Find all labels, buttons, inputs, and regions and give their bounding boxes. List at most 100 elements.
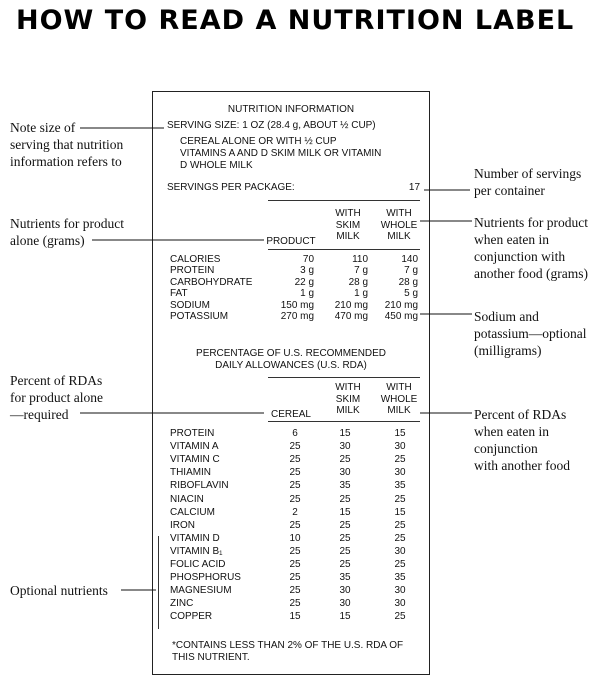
nutrition-label-panel [152, 91, 430, 675]
annotation-sodium-potassium: Sodium and potassium—optional (milligram… [474, 309, 587, 358]
nutrient-name: SODIUM [170, 298, 210, 311]
rda-percent-value: 15 [289, 610, 301, 623]
servings-per-package-value: 17 [408, 181, 420, 193]
nutrient-name: POTASSIUM [170, 310, 229, 322]
optional-nutrients-bracket [158, 536, 159, 629]
rda-nutrient-name: VITAMIN B₁ [170, 544, 223, 557]
column-header-product: PRODUCT [266, 235, 316, 247]
rda-percent-value: 25 [339, 453, 351, 466]
rda-percent-value: 15 [339, 505, 351, 518]
rda-percent-value: 30 [394, 584, 406, 597]
rda-nutrient-name: ZINC [170, 597, 194, 610]
rda-percent-value: 30 [394, 466, 406, 479]
rda-nutrient-name: PHOSPHORUS [170, 571, 241, 584]
annotation-nutrients-combined: Nutrients for product when eaten in conj… [474, 215, 588, 281]
rda-percent-value: 15 [339, 610, 351, 623]
rda-nutrient-name: IRON [170, 518, 195, 531]
rda-percent-value: 25 [394, 531, 406, 544]
rda-percent-value: 25 [289, 492, 301, 505]
nutrient-value: 28 g [398, 275, 418, 288]
rda-percent-value: 25 [394, 518, 406, 531]
rda-percent-value: 30 [394, 597, 406, 610]
rda-percent-value: 2 [292, 505, 298, 518]
annotation-serving-size: Note size of serving that nutrition info… [10, 120, 124, 169]
nutrient-value: 1 g [354, 287, 368, 300]
nutrient-value: 450 mg [384, 310, 418, 322]
nutrient-name: FAT [170, 287, 188, 300]
rda-heading: PERCENTAGE OF U.S. RECOMMENDED [196, 347, 386, 359]
page-title: HOW TO READ A NUTRITION LABEL [16, 5, 575, 36]
nutrient-value: 5 g [404, 287, 418, 300]
annotation-servings-count: Number of servings per container [474, 166, 582, 198]
column-header-whole-milk: WITH WHOLE MILK [380, 207, 418, 242]
rda-percent-value: 30 [339, 466, 351, 479]
rda-nutrient-name: COPPER [170, 610, 213, 623]
nutrient-value: 470 mg [334, 310, 368, 322]
rda-percent-value: 25 [394, 453, 406, 466]
rda-percent-value: 35 [339, 571, 351, 584]
rda-percent-value: 25 [289, 571, 301, 584]
rda-nutrient-name: VITAMIN A [170, 440, 219, 453]
rda-percent-value: 25 [289, 440, 301, 453]
rda-nutrient-name: CALCIUM [170, 505, 215, 518]
table-header-rule [268, 249, 420, 250]
rda-nutrient-name: VITAMIN C [170, 453, 220, 466]
rda-percent-value: 25 [339, 544, 351, 557]
column-header-whole-milk: WITH WHOLE MILK [380, 381, 418, 416]
rda-percent-value: 25 [289, 479, 301, 492]
nutrient-value: 270 mg [280, 310, 314, 322]
label-heading: NUTRITION INFORMATION [227, 103, 355, 115]
nutrient-value: 28 g [348, 275, 368, 288]
column-header-skim-milk: WITH SKIM MILK [335, 207, 361, 242]
footnote: *CONTAINS LESS THAN 2% OF THE U.S. RDA O… [172, 639, 404, 651]
rda-nutrient-name: RIBOFLAVIN [170, 479, 229, 492]
rda-percent-value: 35 [394, 479, 406, 492]
nutrient-value: 210 mg [384, 298, 418, 311]
rda-percent-value: 15 [394, 427, 406, 439]
annotation-optional-nutrients: Optional nutrients [10, 583, 108, 598]
nutrient-value: 7 g [404, 264, 418, 277]
rda-header-rule [268, 421, 420, 422]
rda-percent-value: 25 [289, 544, 301, 557]
annotation-rda-combined: Percent of RDAs when eaten in conjunctio… [474, 407, 570, 473]
rda-percent-value: 15 [339, 427, 351, 439]
nutrient-value: 150 mg [280, 298, 314, 311]
nutrient-value: 7 g [354, 264, 368, 277]
nutrient-name: CALORIES [170, 253, 221, 265]
rda-percent-value: 25 [289, 558, 301, 570]
rda-percent-value: 35 [339, 479, 351, 492]
rda-percent-value: 30 [394, 544, 406, 557]
rda-percent-value: 30 [339, 597, 351, 610]
rda-percent-value: 25 [394, 610, 406, 623]
annotation-rda-alone: Percent of RDAs for product alone —requi… [10, 373, 103, 422]
rda-percent-value: 25 [394, 558, 406, 570]
rda-header-rule [268, 377, 420, 378]
nutrient-value: 110 [352, 253, 368, 265]
rda-percent-value: 25 [289, 518, 301, 531]
rda-percent-value: 25 [289, 453, 301, 466]
serving-note-line: VITAMINS A AND D SKIM MILK OR VITAMIN [180, 147, 382, 159]
serving-note-line: CEREAL ALONE OR WITH ½ CUP [180, 135, 337, 147]
rda-nutrient-name: PROTEIN [170, 427, 215, 439]
rda-percent-value: 25 [339, 518, 351, 531]
column-header-skim-milk: WITH SKIM MILK [335, 381, 361, 416]
rda-nutrient-name: THIAMIN [170, 466, 212, 479]
rda-percent-value: 30 [339, 584, 351, 597]
nutrient-value: 1 g [300, 287, 314, 300]
rda-percent-value: 35 [394, 571, 406, 584]
rda-percent-value: 25 [289, 597, 301, 610]
serving-size-line: SERVING SIZE: 1 OZ (28.4 g, ABOUT ½ CUP) [167, 119, 376, 131]
nutrient-name: PROTEIN [170, 264, 215, 277]
rda-percent-value: 30 [339, 440, 351, 453]
nutrient-value: 210 mg [334, 298, 368, 311]
rda-percent-value: 6 [292, 427, 298, 439]
rda-nutrient-name: MAGNESIUM [170, 584, 232, 597]
rda-percent-value: 25 [289, 466, 301, 479]
table-header-rule [268, 200, 420, 201]
serving-note-line: D WHOLE MILK [180, 159, 253, 171]
nutrient-name: CARBOHYDRATE [170, 275, 253, 288]
rda-percent-value: 10 [289, 531, 301, 544]
rda-percent-value: 25 [339, 558, 351, 570]
nutrient-value: 70 [302, 253, 314, 265]
